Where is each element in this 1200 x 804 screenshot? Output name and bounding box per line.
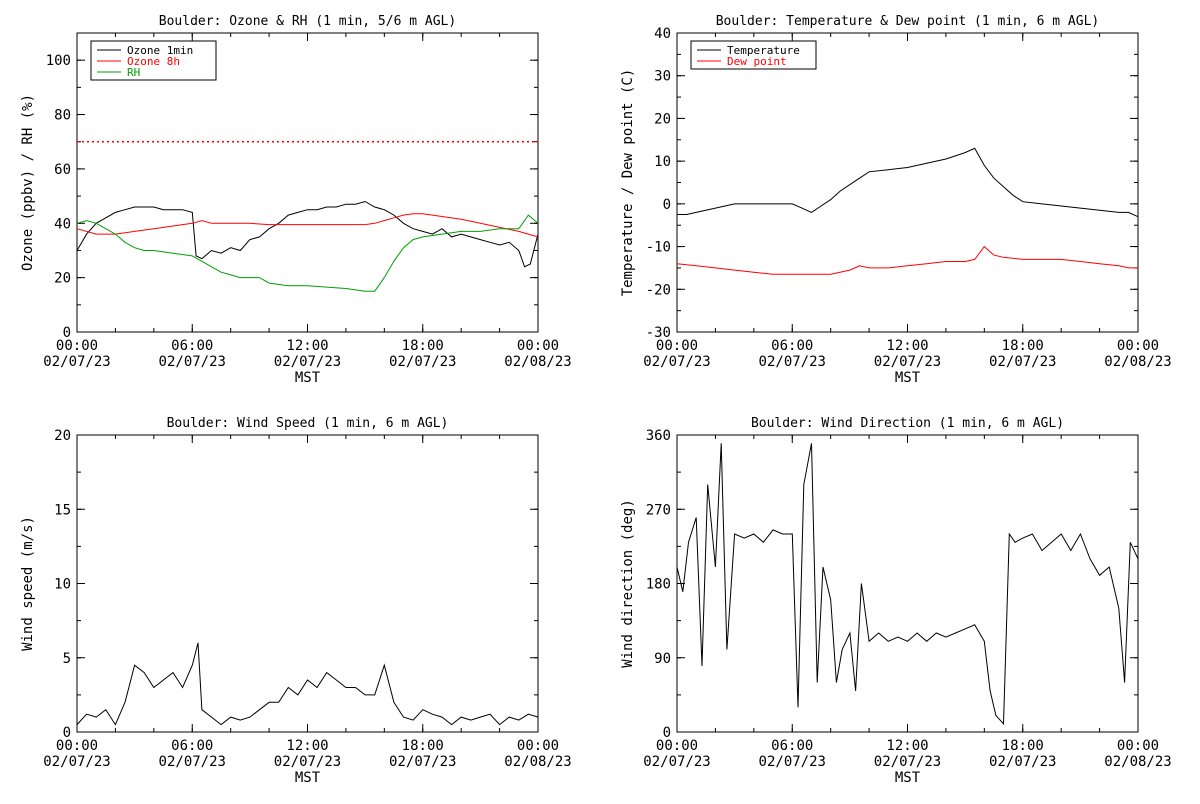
- x-tick-label: 00:00: [656, 738, 698, 754]
- x-date-label: 02/08/23: [1104, 754, 1171, 770]
- y-tick-label: 20: [654, 111, 671, 127]
- y-tick-label: 40: [654, 26, 671, 42]
- y-tick-label: -20: [646, 282, 671, 298]
- x-date-label: 02/07/23: [274, 754, 341, 770]
- x-date-label: 02/07/23: [389, 754, 456, 770]
- x-date-label: 02/07/23: [643, 354, 710, 370]
- x-date-label: 02/08/23: [1104, 354, 1171, 370]
- legend-box: [690, 40, 817, 70]
- y-tick-label: 80: [54, 108, 71, 124]
- chart-title: Boulder: Ozone & RH (1 min, 5/6 m AGL): [159, 14, 456, 29]
- series-line-s0: [76, 642, 539, 726]
- x-date-label: 02/07/23: [159, 754, 226, 770]
- y-tick-label: 270: [646, 502, 671, 518]
- x-date-label: 02/07/23: [759, 354, 826, 370]
- y-tick-label: 0: [663, 197, 671, 213]
- plot-frame: [676, 32, 1139, 333]
- x-date-label: 02/08/23: [504, 354, 571, 370]
- y-tick-label: 0: [63, 325, 71, 341]
- panel-wind_dir: Boulder: Wind Direction (1 min, 6 m AGL)…: [620, 416, 1172, 786]
- x-tick-label: 00:00: [517, 738, 559, 754]
- x-axis-label: MST: [295, 770, 321, 786]
- y-tick-label: 0: [63, 725, 71, 741]
- y-tick-label: 5: [63, 651, 71, 667]
- x-date-label: 02/07/23: [643, 754, 710, 770]
- y-tick-label: 15: [54, 502, 71, 518]
- legend-label: RH: [127, 66, 140, 79]
- x-tick-label: 00:00: [656, 338, 698, 354]
- y-tick-label: 10: [54, 577, 71, 593]
- y-tick-label: 60: [54, 162, 71, 178]
- series-line-ozone-1min: [76, 200, 539, 268]
- panel-ozone_rh: Boulder: Ozone & RH (1 min, 5/6 m AGL)02…: [20, 14, 572, 386]
- x-date-label: 02/07/23: [43, 754, 110, 770]
- panel-wind_speed: Boulder: Wind Speed (1 min, 6 m AGL) 0 5 10…: [20, 416, 572, 786]
- y-tick-label: 20: [54, 428, 71, 444]
- x-date-label: 02/07/23: [874, 754, 941, 770]
- chart-title: Boulder: Wind Direction (1 min, 6 m AGL): [751, 416, 1064, 431]
- y-tick-label: 180: [646, 577, 671, 593]
- x-tick-label: 00:00: [1117, 338, 1159, 354]
- panel-temp_dew: Boulder: Temperature & Dew point (1 min,…: [620, 14, 1172, 386]
- y-axis-label: Wind direction (deg): [620, 499, 636, 668]
- y-tick-label: 0: [663, 725, 671, 741]
- y-tick-label: -30: [646, 325, 671, 341]
- x-tick-label: 12:00: [286, 738, 328, 754]
- series-line-dew-point: [676, 245, 1138, 275]
- x-tick-label: 06:00: [171, 338, 213, 354]
- plot-frame: [76, 434, 539, 733]
- x-tick-label: 18:00: [402, 738, 444, 754]
- series-line-temperature: [677, 147, 1139, 218]
- x-tick-label: 12:00: [286, 338, 328, 354]
- plot-frame: [676, 434, 1139, 733]
- x-date-label: 02/07/23: [274, 354, 341, 370]
- x-tick-label: 00:00: [56, 738, 98, 754]
- y-tick-label: -10: [646, 240, 671, 256]
- legend-label: Dew point: [727, 55, 787, 68]
- chart-title: Boulder: Wind Speed (1 min, 6 m AGL): [167, 416, 449, 431]
- y-axis-label: Ozone (ppbv) / RH (%): [20, 94, 36, 271]
- x-date-label: 02/07/23: [759, 754, 826, 770]
- x-tick-label: 18:00: [402, 338, 444, 354]
- y-tick-label: 10: [654, 154, 671, 170]
- y-tick-label: 100: [46, 53, 71, 69]
- chart-title: Boulder: Temperature & Dew point (1 min,…: [716, 14, 1100, 29]
- x-date-label: 02/07/23: [43, 354, 110, 370]
- series-line-rh: [76, 214, 539, 292]
- x-tick-label: 00:00: [56, 338, 98, 354]
- x-date-label: 02/07/23: [159, 354, 226, 370]
- x-tick-label: 06:00: [171, 738, 213, 754]
- y-tick-label: 90: [654, 651, 671, 667]
- x-date-label: 02/07/23: [989, 354, 1056, 370]
- legend-label: Ozone 1min: [127, 44, 193, 57]
- x-axis-label: MST: [895, 370, 921, 386]
- y-tick-label: 360: [646, 428, 671, 444]
- y-tick-label: 20: [54, 271, 71, 287]
- y-axis-label: Wind speed (m/s): [20, 516, 36, 651]
- y-axis-label: Temperature / Dew point (C): [620, 69, 636, 297]
- y-tick-label: 40: [54, 216, 71, 232]
- x-date-label: 02/07/23: [389, 354, 456, 370]
- x-tick-label: 12:00: [886, 738, 928, 754]
- x-tick-label: 06:00: [771, 338, 813, 354]
- x-tick-label: 06:00: [771, 738, 813, 754]
- x-date-label: 02/08/23: [504, 754, 571, 770]
- x-tick-label: 18:00: [1002, 338, 1044, 354]
- y-tick-label: 30: [654, 69, 671, 85]
- x-date-label: 02/07/23: [989, 754, 1056, 770]
- x-tick-label: 00:00: [517, 338, 559, 354]
- x-tick-label: 18:00: [1002, 738, 1044, 754]
- legend-label: Temperature: [727, 44, 800, 57]
- legend-label: Ozone 8h: [127, 55, 180, 68]
- x-axis-label: MST: [895, 770, 921, 786]
- x-tick-label: 12:00: [886, 338, 928, 354]
- x-axis-label: MST: [295, 370, 321, 386]
- series-line-ozone-8h: [76, 213, 539, 238]
- x-tick-label: 00:00: [1117, 738, 1159, 754]
- series-line-s0: [676, 443, 1139, 726]
- x-date-label: 02/07/23: [874, 354, 941, 370]
